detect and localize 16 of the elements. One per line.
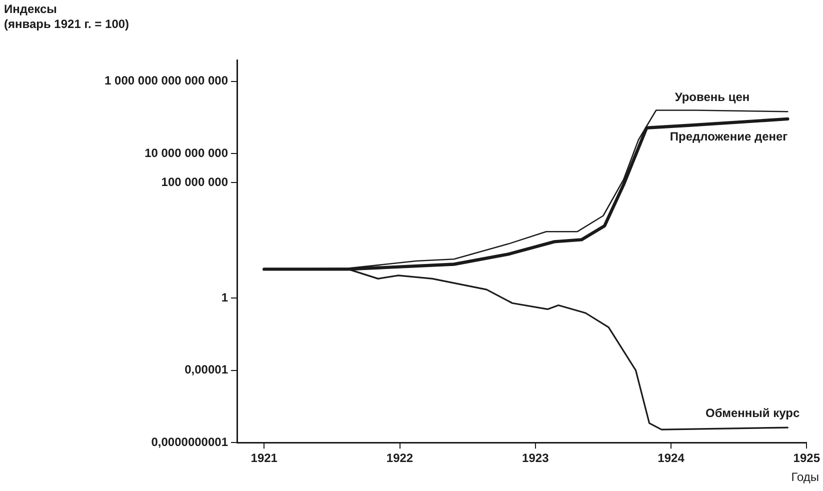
y-tick-label: 10 000 000 000 xyxy=(144,146,228,160)
x-tick-label: 1924 xyxy=(658,451,685,466)
x-tick-label: 1921 xyxy=(250,451,278,466)
y-tick-label: 1 000 000 000 000 000 xyxy=(104,74,228,88)
x-tick-label: 1925 xyxy=(793,451,820,466)
x-tick-label: 1923 xyxy=(522,451,550,466)
y-tick-label: 1 xyxy=(221,290,228,304)
y-tick-label: 0,0000000001 xyxy=(151,434,228,449)
series-label: Обменный курс xyxy=(706,406,800,420)
x-axis-title: Годы xyxy=(791,470,819,484)
y-tick-label: 100 000 000 xyxy=(161,174,228,189)
y-tick-label: 0,00001 xyxy=(184,362,228,377)
series-label: Предложение денег xyxy=(670,129,788,144)
series-label: Уровень цен xyxy=(674,90,750,104)
x-tick-label: 1922 xyxy=(386,451,414,466)
y-axis-title: Индексы (январь 1921 г. = 100) xyxy=(4,2,130,32)
